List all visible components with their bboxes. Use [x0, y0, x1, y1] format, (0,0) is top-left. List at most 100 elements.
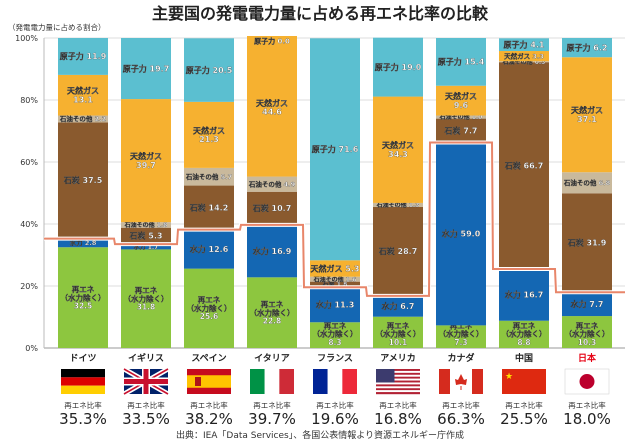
segment-label-line: 10.3: [578, 338, 597, 347]
segment-label-line: 水力 16.9: [252, 246, 292, 256]
segment-label-line: 7.3: [454, 338, 467, 347]
category-label: イタリア: [254, 352, 290, 364]
flag-part: [313, 369, 328, 394]
segment-label: 再エネ（水力除く） 8.3: [313, 321, 358, 347]
bar-segment-2: [310, 281, 360, 288]
renewable-ratio-label: 再エネ比率: [253, 400, 291, 410]
flag-cn-icon: ★: [502, 369, 546, 394]
renewable-ratio-label: 再エネ比率: [316, 400, 354, 410]
segment-label: 原子力 20.5: [186, 65, 233, 75]
renewable-ratio-value: 25.5%: [500, 410, 548, 428]
flag-part: [61, 369, 105, 378]
segment-label-line: 再エネ: [576, 321, 599, 330]
bar-segment-0: [184, 268, 234, 348]
flag-gb-icon: [122, 366, 170, 397]
segment-label: 原子力 0.0: [254, 36, 290, 45]
bar-segment-3: [436, 115, 486, 119]
segment-label-line: 石炭 31.9: [567, 238, 607, 248]
segment-label: 原子力 4.1: [504, 39, 545, 49]
segment-label-line: 再エネ: [513, 321, 536, 330]
flag-part: [376, 382, 420, 385]
bar-segment-4: [436, 85, 486, 116]
flag-jp-icon: [564, 368, 610, 395]
segment-label-line: 石炭 10.7: [252, 203, 292, 213]
segment-label-line: 水力 2.8: [70, 238, 97, 247]
segment-label: 石油その他 1.3: [376, 201, 420, 209]
segment-label: 石油その他 2.2: [59, 114, 106, 123]
segment-label-line: 再エネ: [324, 321, 347, 330]
bar-segment-4: [121, 99, 171, 223]
flag-es-icon: [187, 369, 231, 394]
segment-label: 再エネ（水力除く） 10.1: [376, 321, 421, 347]
bar-segment-4: [373, 96, 423, 203]
source-note: 出典：IEA「Data Services」、各国公表情報より資源エネルギー庁作成: [175, 431, 465, 441]
flag-part: [376, 388, 420, 391]
segment-label: 再エネ（水力除く） 32.5: [61, 285, 106, 311]
segment-label-line: 34.3: [388, 150, 408, 159]
flag-part: [376, 390, 420, 393]
bar-segment-3: [499, 61, 549, 63]
segment-label: 石炭 66.7: [504, 160, 544, 170]
segment-label: 水力 1.7: [134, 243, 159, 251]
bar-segment-0: [373, 316, 423, 348]
segment-label: 再エネ（水力除く） 31.8: [124, 286, 169, 312]
segment-label-line: 再エネ: [450, 321, 473, 330]
bar-segment-5: [373, 37, 423, 97]
segment-label-line: 13.1: [73, 95, 93, 104]
chart-title: 主要国の発電電力量に占める再エネ比率の比較: [151, 4, 488, 23]
flag-part: [376, 370, 420, 374]
segment-label-line: 水力 59.0: [441, 229, 481, 239]
renewable-ratio-label: 再エネ比率: [379, 400, 417, 410]
segment-label-line: 原子力 0.0: [254, 36, 290, 45]
flag-part: [502, 369, 546, 394]
bar-1: 再エネ（水力除く） 31.8 水力 1.7 石炭 5.3 石油その他 1.8 天然ガス 39…: [121, 38, 171, 348]
segment-label: 再エネ（水力除く） 8.8: [502, 321, 547, 347]
segment-label-line: （水力除く）: [61, 292, 106, 302]
flag-part: [439, 369, 450, 394]
bar-8: 再エネ（水力除く） 10.3 水力 7.7 石炭 31.9 石油その他 6.8 天然ガス 3…: [562, 38, 612, 348]
segment-label: 石油その他 1.0: [439, 113, 483, 121]
bar-segment-3: [58, 115, 108, 123]
y-tick-label: 80%: [20, 96, 38, 105]
flag-star: ★: [505, 372, 513, 382]
segment-label-line: 石油その他 6.8: [563, 178, 611, 187]
segment-label: 石炭 37.5: [63, 175, 103, 185]
flag-part: [250, 369, 265, 394]
bar-segment-2: [436, 118, 486, 143]
renewable-ratio-label: 再エネ比率: [442, 400, 480, 410]
bar-segment-2: [247, 191, 297, 225]
segment-label: 再エネ（水力除く） 7.3: [439, 321, 484, 347]
segment-label: 石油その他 4.9: [248, 179, 296, 188]
renewable-ratio-value: 33.5%: [122, 410, 170, 428]
segment-label: 再エネ（水力除く） 25.6: [187, 296, 232, 322]
segment-label-line: 原子力 20.5: [186, 65, 233, 75]
category-label: アメリカ: [380, 353, 416, 364]
bar-7: 再エネ（水力除く） 8.8 水力 16.7 石炭 66.7 石油その他 0.3天然ガス …: [499, 38, 549, 348]
bar-segment-5: [58, 38, 108, 75]
flag-part: [376, 392, 420, 395]
bar-segment-5: [436, 38, 486, 86]
segment-label-line: 25.6: [200, 312, 219, 321]
segment-label-line: 石炭 14.2: [189, 202, 229, 212]
segment-label-line: 石油その他 1.3: [376, 201, 420, 209]
bar-segment-0: [58, 247, 108, 348]
bar-segment-3: [184, 167, 234, 186]
renewable-ratio-value: 35.3%: [59, 410, 107, 428]
segment-label-line: （水力除く）: [124, 293, 169, 303]
category-label: ドイツ: [69, 353, 96, 364]
bar-6: 再エネ（水力除く） 7.3 水力 59.0 石炭 7.7 石油その他 1.0 天然ガス 9.…: [436, 38, 486, 348]
y-tick-label: 40%: [20, 220, 38, 229]
segment-label-line: 天然ガス: [193, 125, 225, 135]
segment-label-line: 水力 12.6: [189, 244, 229, 254]
bar-segment-4: [310, 260, 360, 277]
bar-segment-1: [373, 295, 423, 317]
category-label: フランス: [317, 353, 353, 364]
flag-part: [376, 380, 420, 383]
renewable-ratio-line: [44, 141, 625, 297]
segment-label-line: 石炭 7.7: [444, 125, 478, 135]
segment-label-line: 再エネ: [72, 285, 95, 294]
flag-fr-icon: [313, 369, 357, 394]
segment-label-line: 石油その他 2.2: [59, 114, 106, 123]
segment-label-line: 32.5: [74, 302, 93, 311]
segment-label: 再エネ（水力除く） 10.3: [565, 321, 610, 347]
